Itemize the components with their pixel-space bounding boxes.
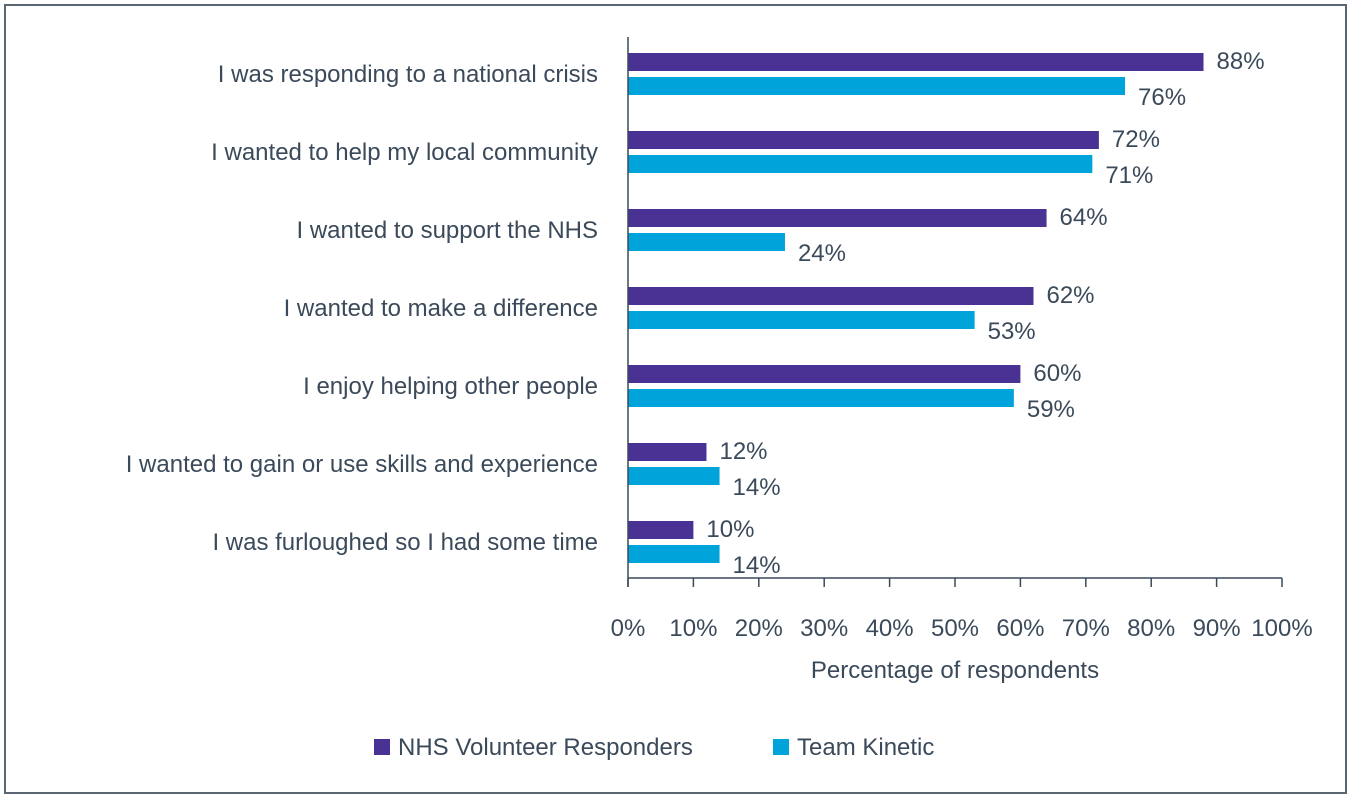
legend-label: NHS Volunteer Responders bbox=[398, 734, 693, 761]
data-label: 64% bbox=[1060, 204, 1108, 231]
x-tick-label: 50% bbox=[931, 615, 979, 642]
bar bbox=[628, 545, 720, 563]
x-tick-label: 40% bbox=[866, 615, 914, 642]
x-tick-label: 0% bbox=[611, 615, 646, 642]
x-tick-label: 80% bbox=[1127, 615, 1175, 642]
data-label: 12% bbox=[719, 438, 767, 465]
bar bbox=[628, 233, 785, 251]
data-labels: 88% 76% 72% 71% 64% 24% 62% 53% 60% 59% 12% 14% 10% 1… bbox=[706, 48, 1264, 579]
data-label: 72% bbox=[1112, 126, 1160, 153]
bar bbox=[628, 287, 1034, 305]
legend-swatch bbox=[773, 739, 789, 755]
bar bbox=[628, 311, 975, 329]
data-label: 14% bbox=[733, 474, 781, 501]
x-tick-label: 30% bbox=[800, 615, 848, 642]
bar bbox=[628, 443, 707, 461]
data-label: 59% bbox=[1027, 396, 1075, 423]
bars bbox=[628, 53, 1204, 563]
data-label: 62% bbox=[1046, 282, 1094, 309]
bar bbox=[628, 521, 694, 539]
category-label: I was furloughed so I had some time bbox=[212, 529, 598, 556]
bar bbox=[628, 365, 1021, 383]
legend-label: Team Kinetic bbox=[797, 734, 934, 761]
category-label: I wanted to help my local community bbox=[211, 139, 598, 166]
legend: NHS Volunteer Responders Team Kinetic bbox=[374, 734, 934, 761]
bar bbox=[628, 155, 1093, 173]
bar bbox=[628, 131, 1099, 149]
data-label: 24% bbox=[798, 240, 846, 267]
x-axis-ticks: 0% 10% 20% 30% 40% 50% 60% 70% 80% 90% 100% bbox=[611, 578, 1313, 642]
x-tick-label: 70% bbox=[1062, 615, 1110, 642]
bar bbox=[628, 209, 1047, 227]
x-axis-title: Percentage of respondents bbox=[811, 657, 1099, 684]
data-label: 88% bbox=[1217, 48, 1265, 75]
data-label: 10% bbox=[706, 516, 754, 543]
category-label: I wanted to support the NHS bbox=[297, 217, 599, 244]
x-tick-label: 100% bbox=[1251, 615, 1312, 642]
bar bbox=[628, 467, 720, 485]
category-label: I was responding to a national crisis bbox=[218, 61, 598, 88]
bar bbox=[628, 53, 1204, 71]
data-label: 53% bbox=[988, 318, 1036, 345]
x-tick-label: 10% bbox=[669, 615, 717, 642]
data-label: 14% bbox=[733, 552, 781, 579]
category-labels: I was responding to a national crisis I w… bbox=[126, 61, 598, 556]
x-tick-label: 90% bbox=[1193, 615, 1241, 642]
data-label: 76% bbox=[1138, 84, 1186, 111]
bar bbox=[628, 77, 1126, 95]
data-label: 71% bbox=[1105, 162, 1153, 189]
data-label: 60% bbox=[1033, 360, 1081, 387]
category-label: I enjoy helping other people bbox=[303, 373, 598, 400]
legend-swatch bbox=[374, 739, 390, 755]
category-label: I wanted to make a difference bbox=[284, 295, 598, 322]
x-tick-label: 20% bbox=[735, 615, 783, 642]
category-label: I wanted to gain or use skills and exper… bbox=[126, 451, 598, 478]
x-tick-label: 60% bbox=[996, 615, 1044, 642]
bar bbox=[628, 389, 1014, 407]
